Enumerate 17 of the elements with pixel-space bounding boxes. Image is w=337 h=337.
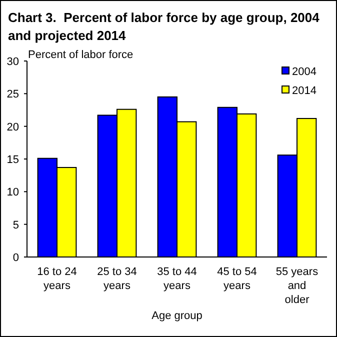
chart-title: Chart 3. Percent of labor force by age group, 2004 and projected 2014: [8, 10, 320, 43]
x-tick-label: 45 to 54 years: [217, 266, 257, 292]
y-tick-label: 30: [6, 56, 19, 68]
y-axis-title: Percent of labor force: [28, 49, 134, 61]
y-tick-label: 10: [6, 186, 19, 199]
y-tick-label: 20: [6, 121, 19, 134]
x-tick-label: 16 to 24 years: [37, 266, 77, 292]
y-tick-label: 5: [12, 219, 19, 232]
x-axis-title: Age group: [152, 310, 202, 322]
y-tick-label: 25: [6, 88, 19, 101]
legend-label: 2004: [292, 66, 316, 78]
x-tick-label: 55 years and older: [276, 266, 319, 306]
x-tick-label: 35 to 44 years: [157, 266, 197, 292]
legend-label: 2014: [292, 85, 316, 97]
y-tick-label: 0: [12, 252, 19, 264]
y-tick-label: 15: [6, 154, 19, 166]
x-tick-label: 25 to 34 years: [97, 266, 137, 292]
